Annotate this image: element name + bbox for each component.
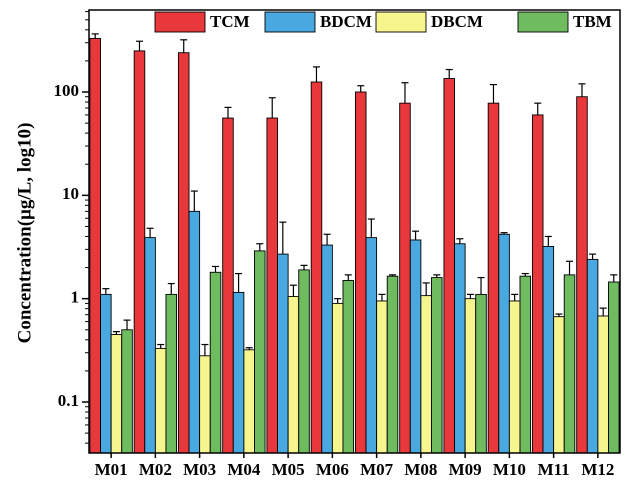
x-tick-label-m02: M02 [139, 460, 172, 479]
bar-tcm-m06 [310, 81, 323, 454]
bar-dbcm-m08 [420, 295, 432, 454]
bar-bdcm-m02 [144, 237, 156, 454]
bar-tcm-m04 [222, 117, 234, 454]
bar-tbm-m04 [254, 250, 266, 454]
bar-bdcm-m12 [586, 258, 599, 454]
bar-dbcm-m03 [199, 355, 211, 454]
bar-bdcm-m04 [232, 291, 245, 454]
legend-swatch-tcm [154, 11, 206, 33]
bar-bdcm-m03 [188, 210, 201, 454]
x-tick-label-m04: M04 [227, 460, 261, 479]
bar-tcm-m11 [531, 114, 544, 454]
legend-label-tbm: TBM [573, 12, 612, 31]
bar-tbm-m01 [121, 329, 133, 454]
y-tick-label: 100 [54, 81, 80, 100]
bar-tbm-m07 [386, 275, 399, 454]
bar-tbm-m03 [209, 271, 222, 454]
bar-dbcm-m04 [243, 349, 255, 454]
x-tick-label-m05: M05 [272, 460, 305, 479]
x-tick-label-m01: M01 [95, 460, 128, 479]
bar-tbm-m05 [298, 269, 310, 454]
x-tick-label-m11: M11 [538, 460, 570, 479]
legend-swatch-tbm [517, 11, 569, 33]
bar-bdcm-m01 [100, 293, 112, 454]
bar-tcm-m09 [443, 78, 455, 454]
bar-tbm-m08 [431, 277, 443, 454]
y-tick-label: 0.1 [58, 391, 79, 410]
bar-dbcm-m06 [331, 302, 344, 454]
legend-label-bdcm: BDCM [320, 12, 372, 31]
bar-tcm-m12 [576, 96, 588, 454]
bar-tcm-m01 [89, 37, 101, 454]
x-tick-label-m09: M09 [449, 460, 482, 479]
bar-tcm-m07 [354, 91, 367, 454]
legend-swatch-dbcm [375, 11, 427, 33]
plot-frame [88, 9, 621, 454]
y-axis-label: Concentration(μg/L, log10) [14, 123, 35, 344]
bar-bdcm-m11 [542, 246, 555, 454]
x-tick-label-m07: M07 [360, 460, 394, 479]
legend-swatch-bdcm [264, 11, 316, 33]
bar-tbm-m12 [608, 281, 620, 454]
bar-dbcm-m10 [508, 300, 521, 454]
bar-dbcm-m07 [376, 300, 388, 454]
bar-bdcm-m07 [365, 237, 378, 454]
x-tick-label-m12: M12 [581, 460, 614, 479]
y-tick-label: 1 [71, 288, 80, 307]
bar-tbm-m09 [475, 293, 487, 454]
x-tick-label-m10: M10 [493, 460, 526, 479]
bar-tbm-m11 [563, 274, 576, 454]
bar-dbcm-m01 [110, 334, 123, 454]
bar-tbm-m02 [165, 293, 178, 454]
legend-label-dbcm: DBCM [431, 12, 483, 31]
bar-tcm-m02 [133, 50, 146, 454]
bar-bdcm-m06 [321, 244, 333, 454]
bar-bdcm-m05 [277, 253, 289, 454]
x-tick-label-m08: M08 [404, 460, 437, 479]
bar-tcm-m03 [177, 52, 190, 454]
bar-tbm-m10 [519, 275, 532, 454]
bar-dbcm-m05 [287, 296, 300, 454]
bar-tcm-m08 [399, 102, 411, 454]
bar-tcm-m05 [266, 117, 278, 454]
bar-tcm-m10 [487, 102, 500, 454]
x-tick-label-m03: M03 [183, 460, 216, 479]
bar-tbm-m06 [342, 280, 355, 454]
bar-bdcm-m09 [454, 243, 466, 454]
bar-dbcm-m11 [553, 316, 565, 454]
y-tick-label: 10 [62, 184, 79, 203]
legend-label-tcm: TCM [210, 12, 250, 31]
x-tick-label-m06: M06 [316, 460, 349, 479]
bar-dbcm-m02 [154, 347, 167, 454]
bar-bdcm-m10 [498, 233, 510, 454]
bar-bdcm-m08 [409, 239, 422, 454]
bar-dbcm-m12 [597, 315, 609, 454]
bar-dbcm-m09 [464, 298, 477, 454]
legend: TCM BDCM DBCM TBM [154, 11, 612, 33]
